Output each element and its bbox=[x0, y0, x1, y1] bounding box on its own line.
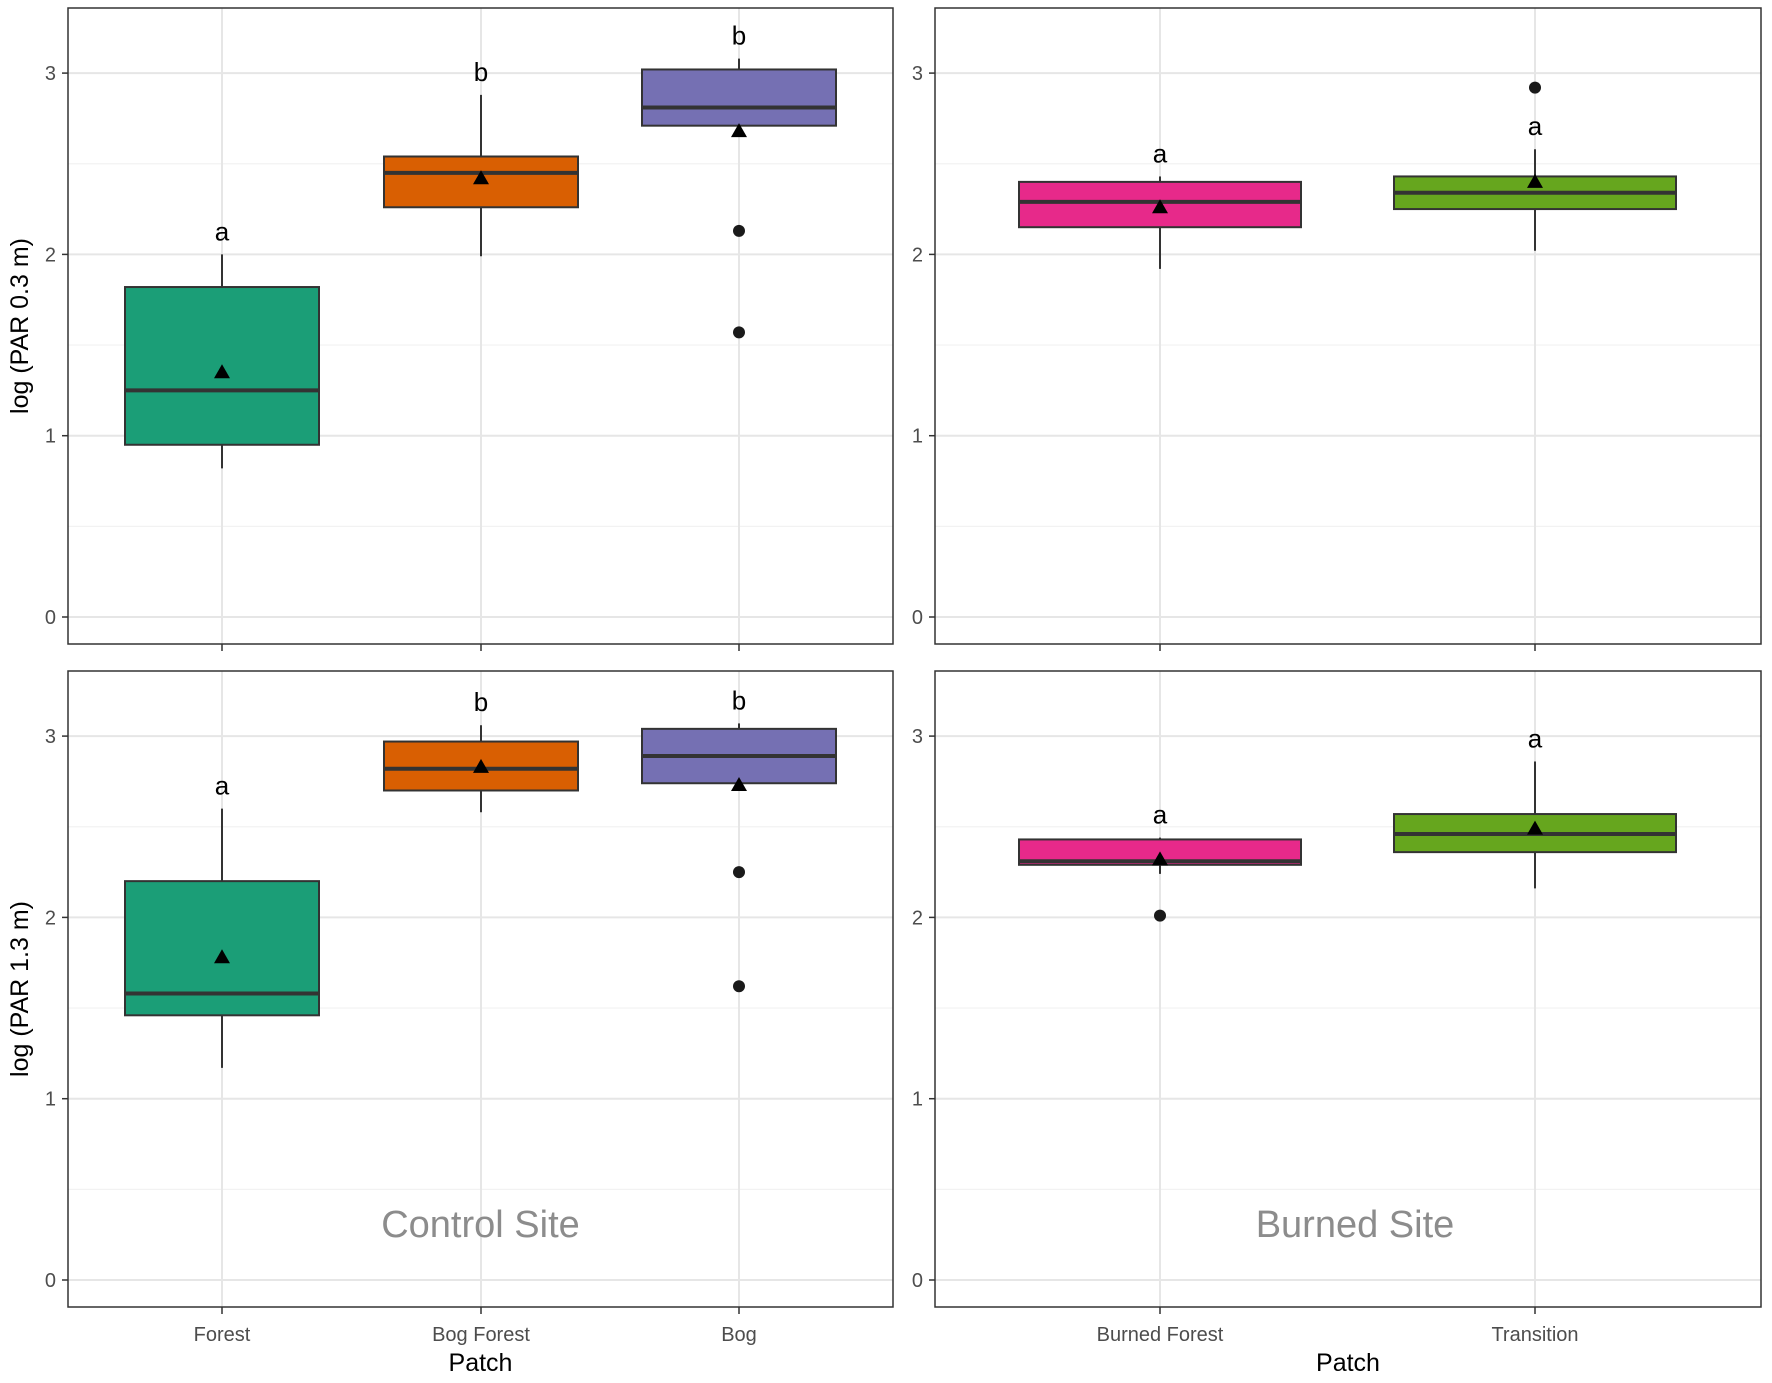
mean-marker bbox=[214, 949, 230, 964]
mean-marker bbox=[1527, 173, 1543, 188]
y-tick-label: 0 bbox=[45, 1270, 56, 1292]
panel-border bbox=[67, 7, 894, 645]
panel-bottom-right: 0 1 2 3 a Burned Forest a Transition Patch Burned… bbox=[912, 670, 1762, 1377]
outlier-point bbox=[1529, 81, 1541, 94]
x-axis-title: Patch bbox=[449, 1349, 513, 1377]
mean-marker bbox=[473, 170, 489, 185]
mean-marker bbox=[1152, 199, 1168, 214]
y-tick-label: 3 bbox=[912, 63, 923, 85]
y-tick-label: 3 bbox=[45, 63, 56, 85]
y-tick-label: 2 bbox=[912, 907, 923, 929]
x-axis-title: Patch bbox=[1316, 1349, 1380, 1377]
box-bog: b bbox=[641, 685, 837, 993]
y-tick-label: 1 bbox=[912, 1089, 923, 1111]
mean-marker bbox=[473, 758, 489, 773]
outlier-point bbox=[733, 326, 745, 339]
y-tick-label: 2 bbox=[912, 244, 923, 266]
panel-top-right: 0 1 2 3 a a bbox=[912, 7, 1762, 651]
significance-letter: a bbox=[1153, 800, 1168, 830]
significance-letter: b bbox=[474, 687, 488, 717]
outlier-point bbox=[733, 980, 745, 993]
box-transition: a bbox=[1393, 723, 1677, 889]
mean-marker bbox=[1527, 820, 1543, 835]
y-tick-label: 3 bbox=[45, 726, 56, 748]
y-tick-label: 1 bbox=[45, 1089, 56, 1111]
site-label: Burned Site bbox=[1256, 1204, 1455, 1246]
significance-letter: a bbox=[1153, 138, 1168, 168]
x-tick-label: Transition bbox=[1491, 1324, 1578, 1346]
outlier-point bbox=[733, 224, 745, 237]
box-forest: a bbox=[124, 771, 320, 1068]
mean-marker bbox=[1152, 851, 1168, 866]
box-transition: a bbox=[1393, 81, 1677, 251]
y-tick-label: 1 bbox=[912, 426, 923, 448]
panel-top-left: 0 1 2 3 a b b log (PAR 0.3 m) bbox=[6, 7, 894, 651]
x-tick-label: Forest bbox=[194, 1324, 251, 1346]
mean-marker bbox=[731, 777, 747, 792]
x-tick-label: Burned Forest bbox=[1097, 1324, 1224, 1346]
panel-border bbox=[934, 7, 1762, 645]
y-tick-label: 3 bbox=[912, 726, 923, 748]
x-tick-label: Bog Forest bbox=[432, 1324, 530, 1346]
significance-letter: a bbox=[215, 216, 230, 246]
box-bog-forest: b bbox=[383, 687, 579, 813]
significance-letter: b bbox=[732, 21, 746, 51]
site-label: Control Site bbox=[381, 1204, 580, 1246]
box-bog-forest: b bbox=[383, 57, 579, 257]
box-forest: a bbox=[124, 216, 320, 469]
y-tick-label: 0 bbox=[912, 607, 923, 629]
outlier-point bbox=[733, 866, 745, 879]
outlier-point bbox=[1154, 909, 1166, 922]
box-bog: b bbox=[641, 21, 837, 339]
panel-bottom-left: 0 1 2 3 a Forest b Bog Forest b Bog log (PAR 1.3 m… bbox=[6, 670, 894, 1377]
significance-letter: b bbox=[732, 685, 746, 715]
y-tick-label: 2 bbox=[45, 244, 56, 266]
panel-border bbox=[934, 670, 1762, 1308]
panel-border bbox=[67, 670, 894, 1308]
significance-letter: a bbox=[215, 771, 230, 801]
y-tick-label: 0 bbox=[45, 607, 56, 629]
y-tick-label: 0 bbox=[912, 1270, 923, 1292]
mean-marker bbox=[731, 123, 747, 138]
y-tick-label: 2 bbox=[45, 907, 56, 929]
box-body bbox=[641, 68, 837, 127]
x-tick-label: Bog bbox=[721, 1324, 757, 1346]
significance-letter: a bbox=[1528, 111, 1543, 141]
significance-letter: b bbox=[474, 57, 488, 87]
significance-letter: a bbox=[1528, 723, 1543, 753]
box-burned-forest: a bbox=[1018, 138, 1302, 269]
y-axis-title: log (PAR 0.3 m) bbox=[6, 238, 34, 414]
box-burned-forest: a bbox=[1018, 800, 1302, 922]
y-tick-label: 1 bbox=[45, 426, 56, 448]
y-axis-title: log (PAR 1.3 m) bbox=[6, 901, 34, 1077]
mean-marker bbox=[214, 364, 230, 379]
